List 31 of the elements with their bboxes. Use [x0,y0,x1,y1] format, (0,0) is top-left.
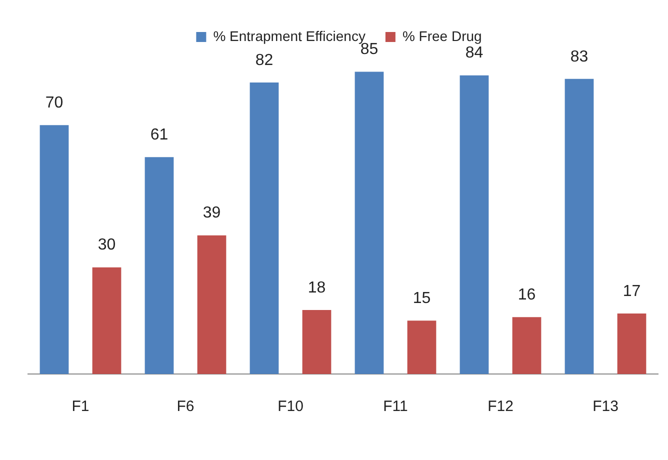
x-tick-label: F13 [592,398,618,416]
data-label: 82 [255,52,274,69]
legend-label: % Entrapment Efficiency [213,28,366,44]
bar [407,320,436,374]
bar [250,82,279,374]
bar [617,314,646,374]
data-label: 84 [465,44,484,62]
data-label: 83 [570,48,588,66]
data-label: 16 [518,286,536,304]
bar [144,157,174,374]
x-tick-label: F10 [278,398,304,416]
data-label: 30 [98,236,116,254]
x-tick-label: F6 [176,398,194,416]
bar [564,78,594,374]
data-label: 70 [45,94,64,112]
data-label: 17 [622,282,641,300]
x-tick-label: F1 [72,398,90,416]
x-tick-label: F12 [488,398,514,416]
bar [92,267,122,374]
legend-label: % Free Drug [402,28,482,44]
bar [302,310,332,374]
bar [460,75,489,374]
bar [197,235,226,374]
bar [40,125,69,374]
data-label: 18 [308,279,326,296]
data-label: 39 [202,204,221,222]
data-label: 15 [412,290,431,308]
x-tick-label: F11 [383,398,408,416]
bar [354,72,384,374]
data-label: 61 [150,126,168,144]
bar [512,317,542,374]
